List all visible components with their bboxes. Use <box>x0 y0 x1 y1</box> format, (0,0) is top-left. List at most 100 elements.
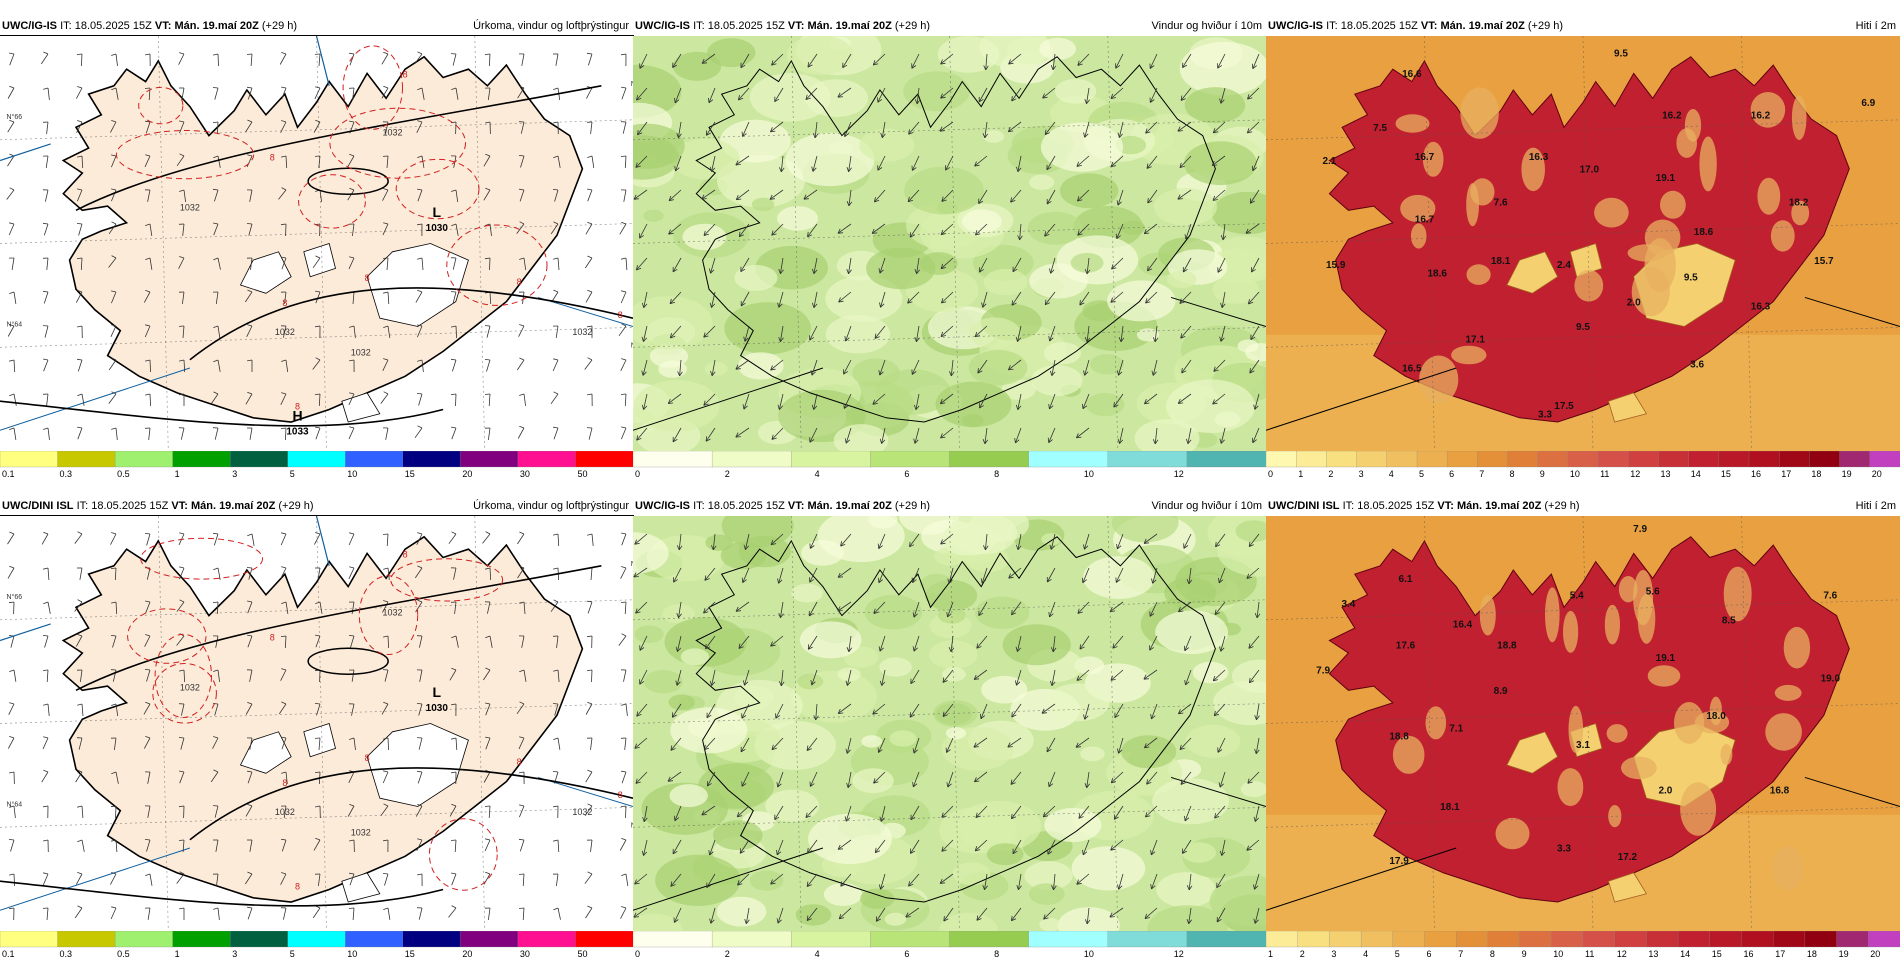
precip-label: 8 <box>517 757 522 767</box>
temperature-label: 16.2 <box>1662 111 1682 122</box>
colorbar-tick-label: 15 <box>405 469 415 479</box>
colorbar-tick-label: 20 <box>462 949 472 959</box>
colorbar-swatch <box>1266 931 1298 947</box>
colorbar-tick-label: 19 <box>1842 469 1852 479</box>
colorbar-swatch <box>1417 451 1448 467</box>
map-panel-wind: UWC/IG-IS IT: 18.05.2025 15Z VT: Mán. 19… <box>633 16 1266 479</box>
colorbar-swatch <box>1029 451 1109 467</box>
colorbar-tick-label: 30 <box>520 469 530 479</box>
vt-label: VT: <box>1437 500 1454 512</box>
colorbar-tick-label: 3 <box>1331 949 1336 959</box>
temperature-label: 16.3 <box>1529 152 1549 163</box>
panel-title: Úrkoma, vindur og loftþrýstingur <box>473 496 629 516</box>
colorbar-swatch <box>1805 931 1837 947</box>
colorbar-swatch <box>1029 931 1109 947</box>
temperature-label: 3.3 <box>1538 409 1552 420</box>
colorbar-swatch <box>1508 451 1539 467</box>
colorbar-swatch <box>1678 931 1710 947</box>
colorbar-tick-label: 6 <box>1427 949 1432 959</box>
colorbar-swatch <box>791 451 871 467</box>
colorbar-swatch <box>1187 451 1266 467</box>
colorbar-tick-label: 12 <box>1630 469 1640 479</box>
panel-title: Úrkoma, vindur og loftþrýstingur <box>473 16 629 36</box>
colorbar-swatch <box>1773 931 1805 947</box>
colorbar-tick-label: 18 <box>1807 949 1817 959</box>
colorbar-swatch <box>115 931 173 947</box>
temperature-label: 8.5 <box>1722 616 1736 627</box>
colorbar-swatch <box>345 931 403 947</box>
colorbar-swatch <box>1809 451 1840 467</box>
panel-title: Vindur og hviður í 10m <box>1152 496 1262 516</box>
it-value: 18.05.2025 15Z <box>1341 20 1418 32</box>
colorbar-swatch <box>791 931 871 947</box>
colorbar-swatch <box>1870 451 1900 467</box>
colorbar-swatch <box>345 451 403 467</box>
latitude-label: N°64 <box>7 321 23 329</box>
it-label: IT: <box>60 20 72 32</box>
colorbar-swatch <box>288 931 346 947</box>
colorbar-swatch <box>633 451 713 467</box>
lead-time: (+29 h) <box>1544 500 1579 512</box>
panel-title: Hiti í 2m <box>1856 16 1896 36</box>
colorbar-tick-label: 18 <box>1811 469 1821 479</box>
colorbar-tick-label: 15 <box>1721 469 1731 479</box>
temperature-label: 7.9 <box>1633 524 1647 535</box>
colorbar-tick-label: 0.1 <box>2 469 15 479</box>
temperature-label: 16.4 <box>1453 620 1473 631</box>
colorbar-swatch <box>1425 931 1457 947</box>
latitude-label: N°64 <box>7 801 23 809</box>
colorbar-swatch <box>115 451 173 467</box>
panel-run-info: UWC/IG-IS IT: 18.05.2025 15Z VT: Mán. 19… <box>635 496 930 516</box>
colorbar-tick-label: 10 <box>1084 949 1094 959</box>
isobar-label: 1032 <box>382 128 402 138</box>
pressure-system-symbol: L <box>433 684 442 700</box>
temperature-label: 6.1 <box>1399 574 1413 585</box>
colorbar-swatch <box>870 931 950 947</box>
colorbar-tick-label: 30 <box>520 949 530 959</box>
colorbar-tick-label: 10 <box>1084 469 1094 479</box>
temperature-label: 16.6 <box>1402 69 1422 80</box>
model-name: UWC/DINI ISL <box>2 500 74 512</box>
colorbar-tick-label: 17 <box>1781 469 1791 479</box>
pressure-system-value: 1030 <box>426 703 449 714</box>
colorbar-swatch <box>1837 931 1869 947</box>
temperature-label: 19.1 <box>1656 653 1676 664</box>
panel-run-info: UWC/DINI ISL IT: 18.05.2025 15Z VT: Mán.… <box>1268 496 1580 516</box>
precip-label: 8 <box>403 70 408 80</box>
colorbar-swatch <box>1646 931 1678 947</box>
isobar-label: 1032 <box>351 828 371 838</box>
temperature-label: 7.1 <box>1449 723 1463 734</box>
colorbar-swatch <box>633 931 713 947</box>
colorbar-swatch <box>1357 451 1388 467</box>
colorbar-swatch <box>1749 451 1780 467</box>
it-label: IT: <box>1343 500 1355 512</box>
colorbar-tick-label: 13 <box>1648 949 1658 959</box>
panel-run-info: UWC/IG-IS IT: 18.05.2025 15Z VT: Mán. 19… <box>635 16 930 36</box>
colorbar-swatch <box>58 451 116 467</box>
pressure-system-symbol: L <box>433 204 442 220</box>
colorbar-swatch <box>1108 451 1188 467</box>
temperature-label: 5.4 <box>1570 591 1584 602</box>
panel-header: UWC/IG-IS IT: 18.05.2025 15Z VT: Mán. 19… <box>633 16 1266 36</box>
colorbar-tick-label: 3 <box>1359 469 1364 479</box>
temperature-label: 18.8 <box>1497 640 1517 651</box>
colorbar-tick-label: 19 <box>1839 949 1849 959</box>
colorbar-swatch <box>0 451 58 467</box>
temperature-label: 16.2 <box>1751 111 1771 122</box>
colorbar-tick-label: 5 <box>1395 949 1400 959</box>
panel-title: Vindur og hviður í 10m <box>1152 16 1262 36</box>
colorbar-swatch <box>1108 931 1188 947</box>
it-value: 18.05.2025 15Z <box>91 500 168 512</box>
colorbar-swatch <box>1298 931 1330 947</box>
temperature-label: 18.8 <box>1389 732 1409 743</box>
colorbar-swatch <box>403 451 461 467</box>
pressure-system-value: 1033 <box>286 426 309 437</box>
colorbar-tick-label: 12 <box>1617 949 1627 959</box>
lead-time: (+29 h) <box>278 500 313 512</box>
temperature-label: 17.1 <box>1465 335 1485 346</box>
